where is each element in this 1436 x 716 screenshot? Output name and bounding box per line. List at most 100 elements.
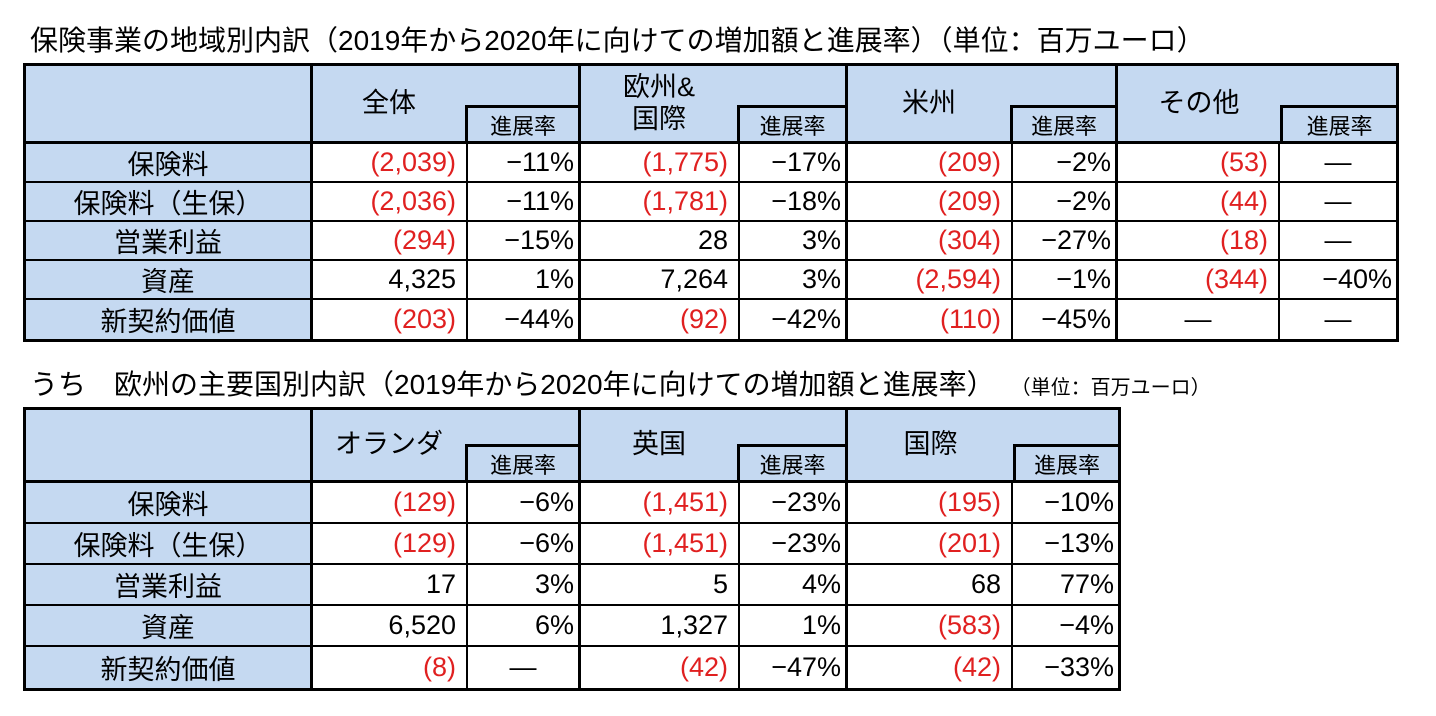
regional-breakdown-table: 全体 進展率 欧州& 国際 進展率 米州 進展率 その他 進展率 保険料 (2,039) −11%(…: [23, 63, 1399, 342]
progress-rate-cell: −2%: [1013, 183, 1118, 222]
value-cell: 68: [848, 565, 1013, 606]
progress-rate-cell: —: [1324, 304, 1352, 334]
progress-rate-subheader: 進展率: [1010, 105, 1115, 141]
value-cell: 4,325: [313, 261, 468, 300]
value-cell: (344): [1118, 261, 1280, 300]
progress-rate-cell: −45%: [1013, 300, 1118, 339]
region-header: 米州 進展率: [848, 66, 1118, 144]
row-label-cell: 保険料（生保）: [26, 524, 313, 565]
value-cell: (1,451): [581, 483, 740, 524]
region-header: その他進展率: [1118, 66, 1396, 144]
value-cell: (42): [848, 647, 1013, 688]
value-cell: (129): [313, 483, 468, 524]
value-cell: (1,451): [581, 524, 740, 565]
value-cell: (294): [313, 222, 468, 261]
progress-rate-subheader: 進展率: [737, 105, 845, 141]
progress-rate-cell: −4%: [1013, 606, 1118, 647]
value-cell: (92): [581, 300, 740, 339]
value-cell: (53): [1118, 144, 1280, 183]
value-cell: (110): [848, 300, 1013, 339]
value-cell: 17: [313, 565, 468, 606]
progress-rate-cell: 3%: [740, 261, 848, 300]
progress-rate-cell: −47%: [740, 647, 848, 688]
progress-rate-cell: −1%: [1013, 261, 1118, 300]
progress-rate-subheader: 進展率: [1280, 105, 1396, 141]
region-header: 欧州& 国際進展率: [581, 66, 848, 144]
progress-rate-subheader: 進展率: [465, 105, 578, 141]
region-header: オランダ 進展率: [313, 410, 581, 483]
value-cell: (42): [581, 647, 740, 688]
regional-table-title: 保険事業の地域別内訳（2019年から2020年に向けての増加額と進展率）（単位：…: [30, 25, 1205, 56]
progress-rate-cell: 1%: [740, 606, 848, 647]
progress-rate-cell: 1%: [468, 261, 581, 300]
value-cell: (44): [1118, 183, 1280, 222]
value-cell: (209): [848, 144, 1013, 183]
row-label-cell: 資産: [26, 261, 313, 300]
corner-cell: [26, 410, 313, 483]
value-cell: —: [1118, 300, 1280, 339]
row-label-cell: 営業利益: [26, 565, 313, 606]
value-cell: (2,039): [313, 144, 468, 183]
row-label-cell: 新契約価値: [26, 647, 313, 688]
progress-rate-cell: −42%: [740, 300, 848, 339]
progress-rate-cell: −23%: [740, 524, 848, 565]
region-header: 英国 進展率: [581, 410, 848, 483]
progress-rate-cell: −2%: [1013, 144, 1118, 183]
progress-rate-cell: 77%: [1013, 565, 1118, 606]
progress-rate-cell: −13%: [1013, 524, 1118, 565]
progress-rate-subheader: 進展率: [465, 444, 578, 480]
progress-rate-cell: −23%: [740, 483, 848, 524]
value-cell: (195): [848, 483, 1013, 524]
value-cell: (129): [313, 524, 468, 565]
value-cell: (2,036): [313, 183, 468, 222]
progress-rate-cell: —: [1280, 144, 1396, 183]
row-label-cell: 保険料: [26, 144, 313, 183]
progress-rate-cell: 3%: [468, 565, 581, 606]
value-cell: 1,327: [581, 606, 740, 647]
value-cell: (18): [1118, 222, 1280, 261]
region-name-label: オランダ: [335, 429, 443, 460]
progress-rate-cell: −44%: [468, 300, 581, 339]
region-header: 全体進展率: [313, 66, 581, 144]
progress-rate-cell: −27%: [1013, 222, 1118, 261]
row-label-cell: 営業利益: [26, 222, 313, 261]
progress-rate-cell: 4%: [740, 565, 848, 606]
progress-rate-subheader: 進展率: [737, 444, 845, 480]
europe-table-unit-note: （単位：百万ユーロ）: [1010, 376, 1211, 399]
value-cell: (304): [848, 222, 1013, 261]
progress-rate-cell: −17%: [740, 144, 848, 183]
row-label-cell: 保険料（生保）: [26, 183, 313, 222]
value-cell: (1,781): [581, 183, 740, 222]
progress-rate-cell: −18%: [740, 183, 848, 222]
value-cell: 5: [581, 565, 740, 606]
value-cell: (203): [313, 300, 468, 339]
corner-cell: [26, 66, 313, 144]
value-cell: 7,264: [581, 261, 740, 300]
row-label-cell: 資産: [26, 606, 313, 647]
europe-table-title: うち 欧州の主要国別内訳（2019年から2020年に向けての増加額と進展率）: [30, 369, 995, 400]
progress-rate-cell: 6%: [468, 606, 581, 647]
progress-rate-cell: −40%: [1280, 261, 1396, 300]
progress-rate-cell: —: [468, 647, 581, 688]
progress-rate-cell: −6%: [468, 483, 581, 524]
region-header: 国際 進展率: [848, 410, 1118, 483]
value-cell: (209): [848, 183, 1013, 222]
value-cell: (583): [848, 606, 1013, 647]
region-name-label: 英国: [632, 429, 686, 460]
progress-rate-cell: −11%: [468, 183, 581, 222]
value-cell: (1,775): [581, 144, 740, 183]
value-cell: 6,520: [313, 606, 468, 647]
europe-breakdown-table: オランダ 進展率 英国 進展率 国際 進展率 保険料 (129) −6% (1,451) −23%(…: [23, 407, 1121, 691]
progress-rate-cell: −33%: [1044, 652, 1114, 682]
region-name-label: 欧州& 国際: [622, 72, 695, 134]
region-name-label: その他: [1158, 87, 1240, 118]
progress-rate-subheader: 進展率: [1013, 444, 1118, 480]
report-page: 保険事業の地域別内訳（2019年から2020年に向けての増加額と進展率）（単位：…: [23, 25, 1399, 691]
progress-rate-cell: −10%: [1013, 483, 1118, 524]
progress-rate-cell: 3%: [740, 222, 848, 261]
value-cell: (201): [848, 524, 1013, 565]
progress-rate-cell: −6%: [468, 524, 581, 565]
progress-rate-cell: —: [1280, 183, 1396, 222]
value-cell: (8): [313, 647, 468, 688]
region-name-label: 全体: [362, 87, 416, 118]
